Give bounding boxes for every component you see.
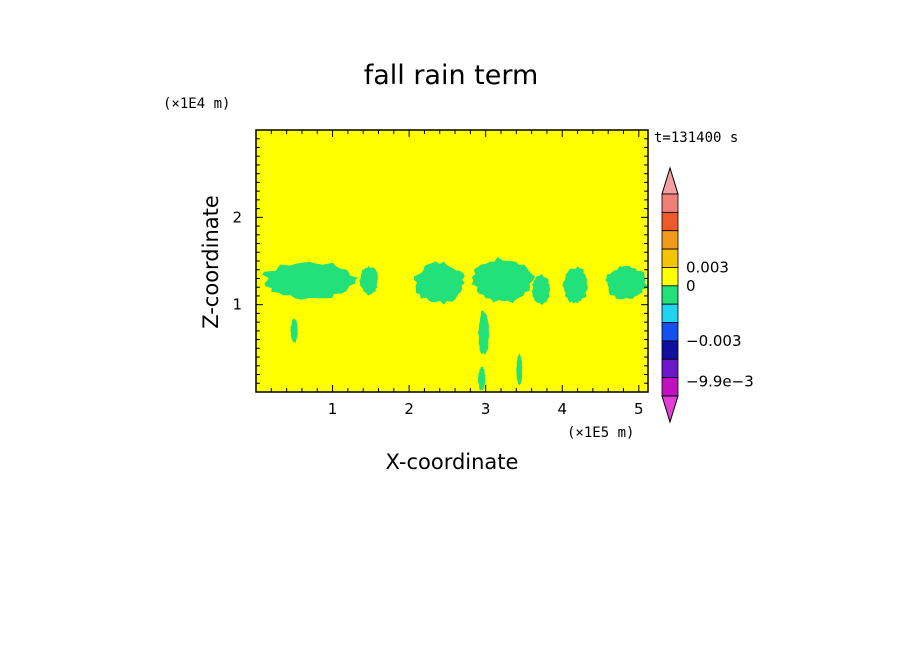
colorbar-label: 0 (686, 277, 696, 295)
plot-background (256, 130, 648, 392)
green-region (516, 353, 523, 386)
y-tick-label: 2 (232, 208, 242, 226)
colorbar-label: 0.003 (686, 258, 729, 276)
colorbar-label: −0.003 (686, 332, 742, 350)
y-tick-labels: 12 (232, 208, 242, 313)
x-tick-labels: 1 2 3 4 5 (328, 400, 644, 418)
y-tick-label: 1 (232, 296, 242, 314)
x-unit-label: (×1E5 m) (567, 425, 634, 441)
colorbar-level (661, 340, 679, 360)
green-region (478, 310, 490, 355)
colorbar-level (661, 358, 679, 379)
colorbar-level (661, 248, 679, 268)
colorbar-level (661, 211, 679, 232)
green-region (562, 266, 588, 304)
green-region (605, 265, 647, 300)
colorbar-level (661, 193, 679, 213)
x-axis-label: X-coordinate (386, 450, 519, 474)
y-axis-label: Z-coordinate (199, 195, 223, 329)
plot-area (255, 129, 649, 393)
minor-ticks (255, 129, 648, 393)
colorbar (661, 166, 679, 424)
green-regions (261, 257, 647, 391)
x-tick-label: 4 (557, 400, 567, 418)
green-region (478, 365, 486, 391)
green-region (261, 261, 358, 300)
green-region (471, 257, 536, 303)
y-unit-label: (×1E4 m) (163, 96, 230, 112)
colorbar-level (661, 285, 679, 305)
colorbar-overflow-low (661, 395, 679, 424)
green-region (359, 265, 378, 296)
colorbar-level (661, 230, 679, 250)
colorbar-level (661, 303, 679, 323)
x-tick-label: 3 (481, 400, 491, 418)
colorbar-level (661, 267, 679, 287)
green-region (531, 274, 551, 305)
green-region (413, 261, 465, 305)
x-tick-label: 2 (404, 400, 414, 418)
colorbar-level (661, 377, 679, 397)
chart-title: fall rain term (364, 60, 539, 91)
x-tick-label: 1 (328, 400, 338, 418)
x-tick-label: 5 (634, 400, 644, 418)
colorbar-level (661, 322, 679, 342)
colorbar-label: −9.9e−3 (686, 373, 754, 391)
green-region (290, 318, 298, 343)
time-label: t=131400 s (654, 130, 738, 146)
